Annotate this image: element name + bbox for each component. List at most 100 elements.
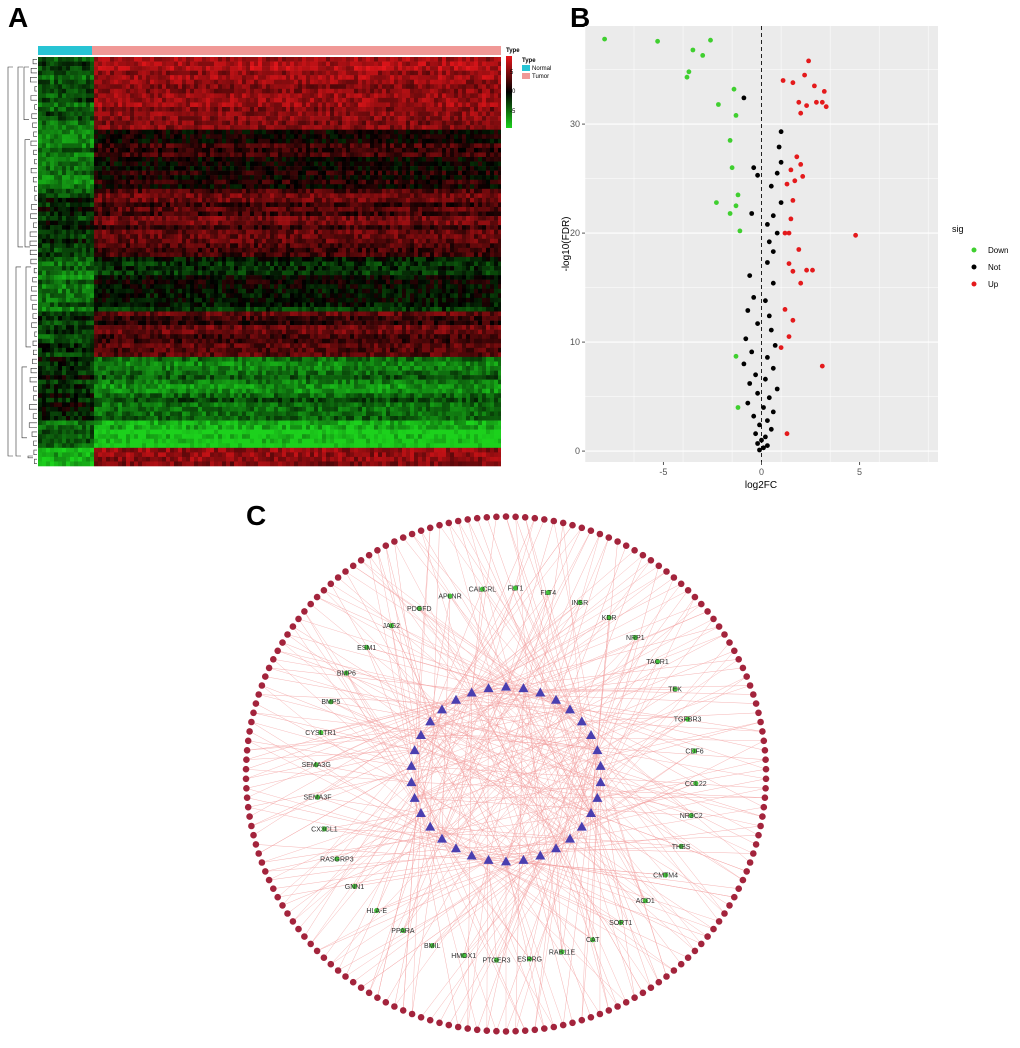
heatmap-cells: [38, 57, 501, 467]
heatmap-cell: [242, 156, 246, 162]
heatmap-cell: [114, 152, 118, 158]
heatmap-cell: [290, 211, 294, 217]
heatmap-cell: [110, 97, 114, 103]
heatmap-cell: [322, 188, 326, 194]
heatmap-cell: [170, 216, 174, 221]
heatmap-cell: [334, 197, 338, 203]
heatmap-cell: [370, 116, 374, 121]
heatmap-cell: [154, 234, 158, 240]
heatmap-cell: [290, 129, 294, 135]
heatmap-cell: [162, 229, 166, 235]
heatmap-cell: [310, 66, 314, 71]
heatmap-cell: [306, 84, 310, 90]
heatmap-cell: [166, 211, 170, 217]
heatmap-cell: [254, 97, 258, 103]
heatmap-cell: [214, 170, 218, 176]
heatmap-cell: [138, 188, 142, 194]
heatmap-cell: [194, 234, 198, 240]
heatmap-cell: [166, 197, 170, 203]
heatmap-cell: [226, 243, 230, 249]
heatmap-cell: [442, 143, 446, 149]
heatmap-cell: [390, 120, 394, 126]
heatmap-cell: [210, 111, 214, 117]
heatmap-cell: [226, 93, 230, 99]
heatmap-cell: [274, 188, 278, 194]
heatmap-cell: [134, 225, 138, 230]
heatmap-cell: [434, 143, 438, 149]
heatmap-cell: [234, 102, 238, 108]
heatmap-cell: [122, 152, 126, 158]
heatmap-cell: [406, 188, 410, 194]
heatmap-cell: [322, 93, 326, 99]
heatmap-cell: [218, 184, 222, 190]
heatmap-cell: [138, 179, 142, 185]
heatmap-cell: [102, 234, 106, 240]
heatmap-cell: [38, 143, 42, 149]
heatmap-cell: [74, 234, 78, 240]
heatmap-cell: [454, 197, 458, 203]
heatmap-cell: [50, 184, 54, 190]
heatmap-cell: [78, 229, 82, 235]
heatmap-cell: [202, 120, 206, 126]
heatmap-cell: [482, 238, 486, 244]
heatmap-cell: [362, 61, 366, 67]
heatmap-cell: [298, 170, 302, 176]
heatmap-cell: [414, 202, 418, 208]
heatmap-cell: [414, 75, 418, 81]
dendrogram-branch: [33, 131, 37, 137]
heatmap-cell: [346, 152, 350, 158]
heatmap-cell: [266, 66, 270, 71]
heatmap-cell: [150, 220, 154, 226]
heatmap-cell: [98, 134, 102, 140]
heatmap-cell: [430, 188, 434, 194]
heatmap-cell: [406, 61, 410, 67]
heatmap-cell: [182, 102, 186, 108]
heatmap-cell: [342, 170, 346, 176]
heatmap-cell: [90, 211, 94, 217]
heatmap-cell: [446, 156, 450, 162]
heatmap-cell: [54, 225, 58, 230]
heatmap-cell: [346, 166, 350, 171]
heatmap-cell: [222, 170, 226, 176]
heatmap-cell: [206, 61, 210, 67]
heatmap-cell: [282, 57, 286, 62]
heatmap-cell: [310, 211, 314, 217]
heatmap-cell: [150, 79, 154, 85]
heatmap-cell: [310, 93, 314, 99]
heatmap-cell: [430, 61, 434, 67]
heatmap-cell: [270, 120, 274, 126]
heatmap-cell: [46, 184, 50, 190]
heatmap-cell: [90, 111, 94, 117]
heatmap-cell: [458, 125, 462, 131]
heatmap-cell: [38, 111, 42, 117]
heatmap-cell: [106, 238, 110, 244]
heatmap-cell: [210, 238, 214, 244]
heatmap-cell: [342, 57, 346, 62]
heatmap-cell: [326, 147, 330, 153]
heatmap-cell: [498, 138, 501, 144]
heatmap-cell: [222, 166, 226, 171]
heatmap-cell: [294, 93, 298, 99]
heatmap-cell: [218, 120, 222, 126]
heatmap-cell: [102, 102, 106, 108]
heatmap-cell: [194, 111, 198, 117]
heatmap-cell: [442, 84, 446, 90]
heatmap-cell: [58, 116, 62, 121]
heatmap-cell: [406, 129, 410, 135]
heatmap-cell: [366, 88, 370, 94]
heatmap-cell: [466, 106, 470, 112]
heatmap-cell: [346, 84, 350, 90]
heatmap-cell: [362, 116, 366, 121]
heatmap-cell: [474, 84, 478, 90]
heatmap-cell: [190, 202, 194, 208]
heatmap-cell: [430, 125, 434, 131]
heatmap-cell: [242, 225, 246, 230]
heatmap-cell: [454, 111, 458, 117]
heatmap-cell: [346, 147, 350, 153]
heatmap-cell: [58, 184, 62, 190]
heatmap-cell: [358, 161, 362, 167]
heatmap-cell: [494, 70, 498, 76]
heatmap-cell: [122, 175, 126, 180]
heatmap-cell: [326, 143, 330, 149]
heatmap-cell: [314, 120, 318, 126]
